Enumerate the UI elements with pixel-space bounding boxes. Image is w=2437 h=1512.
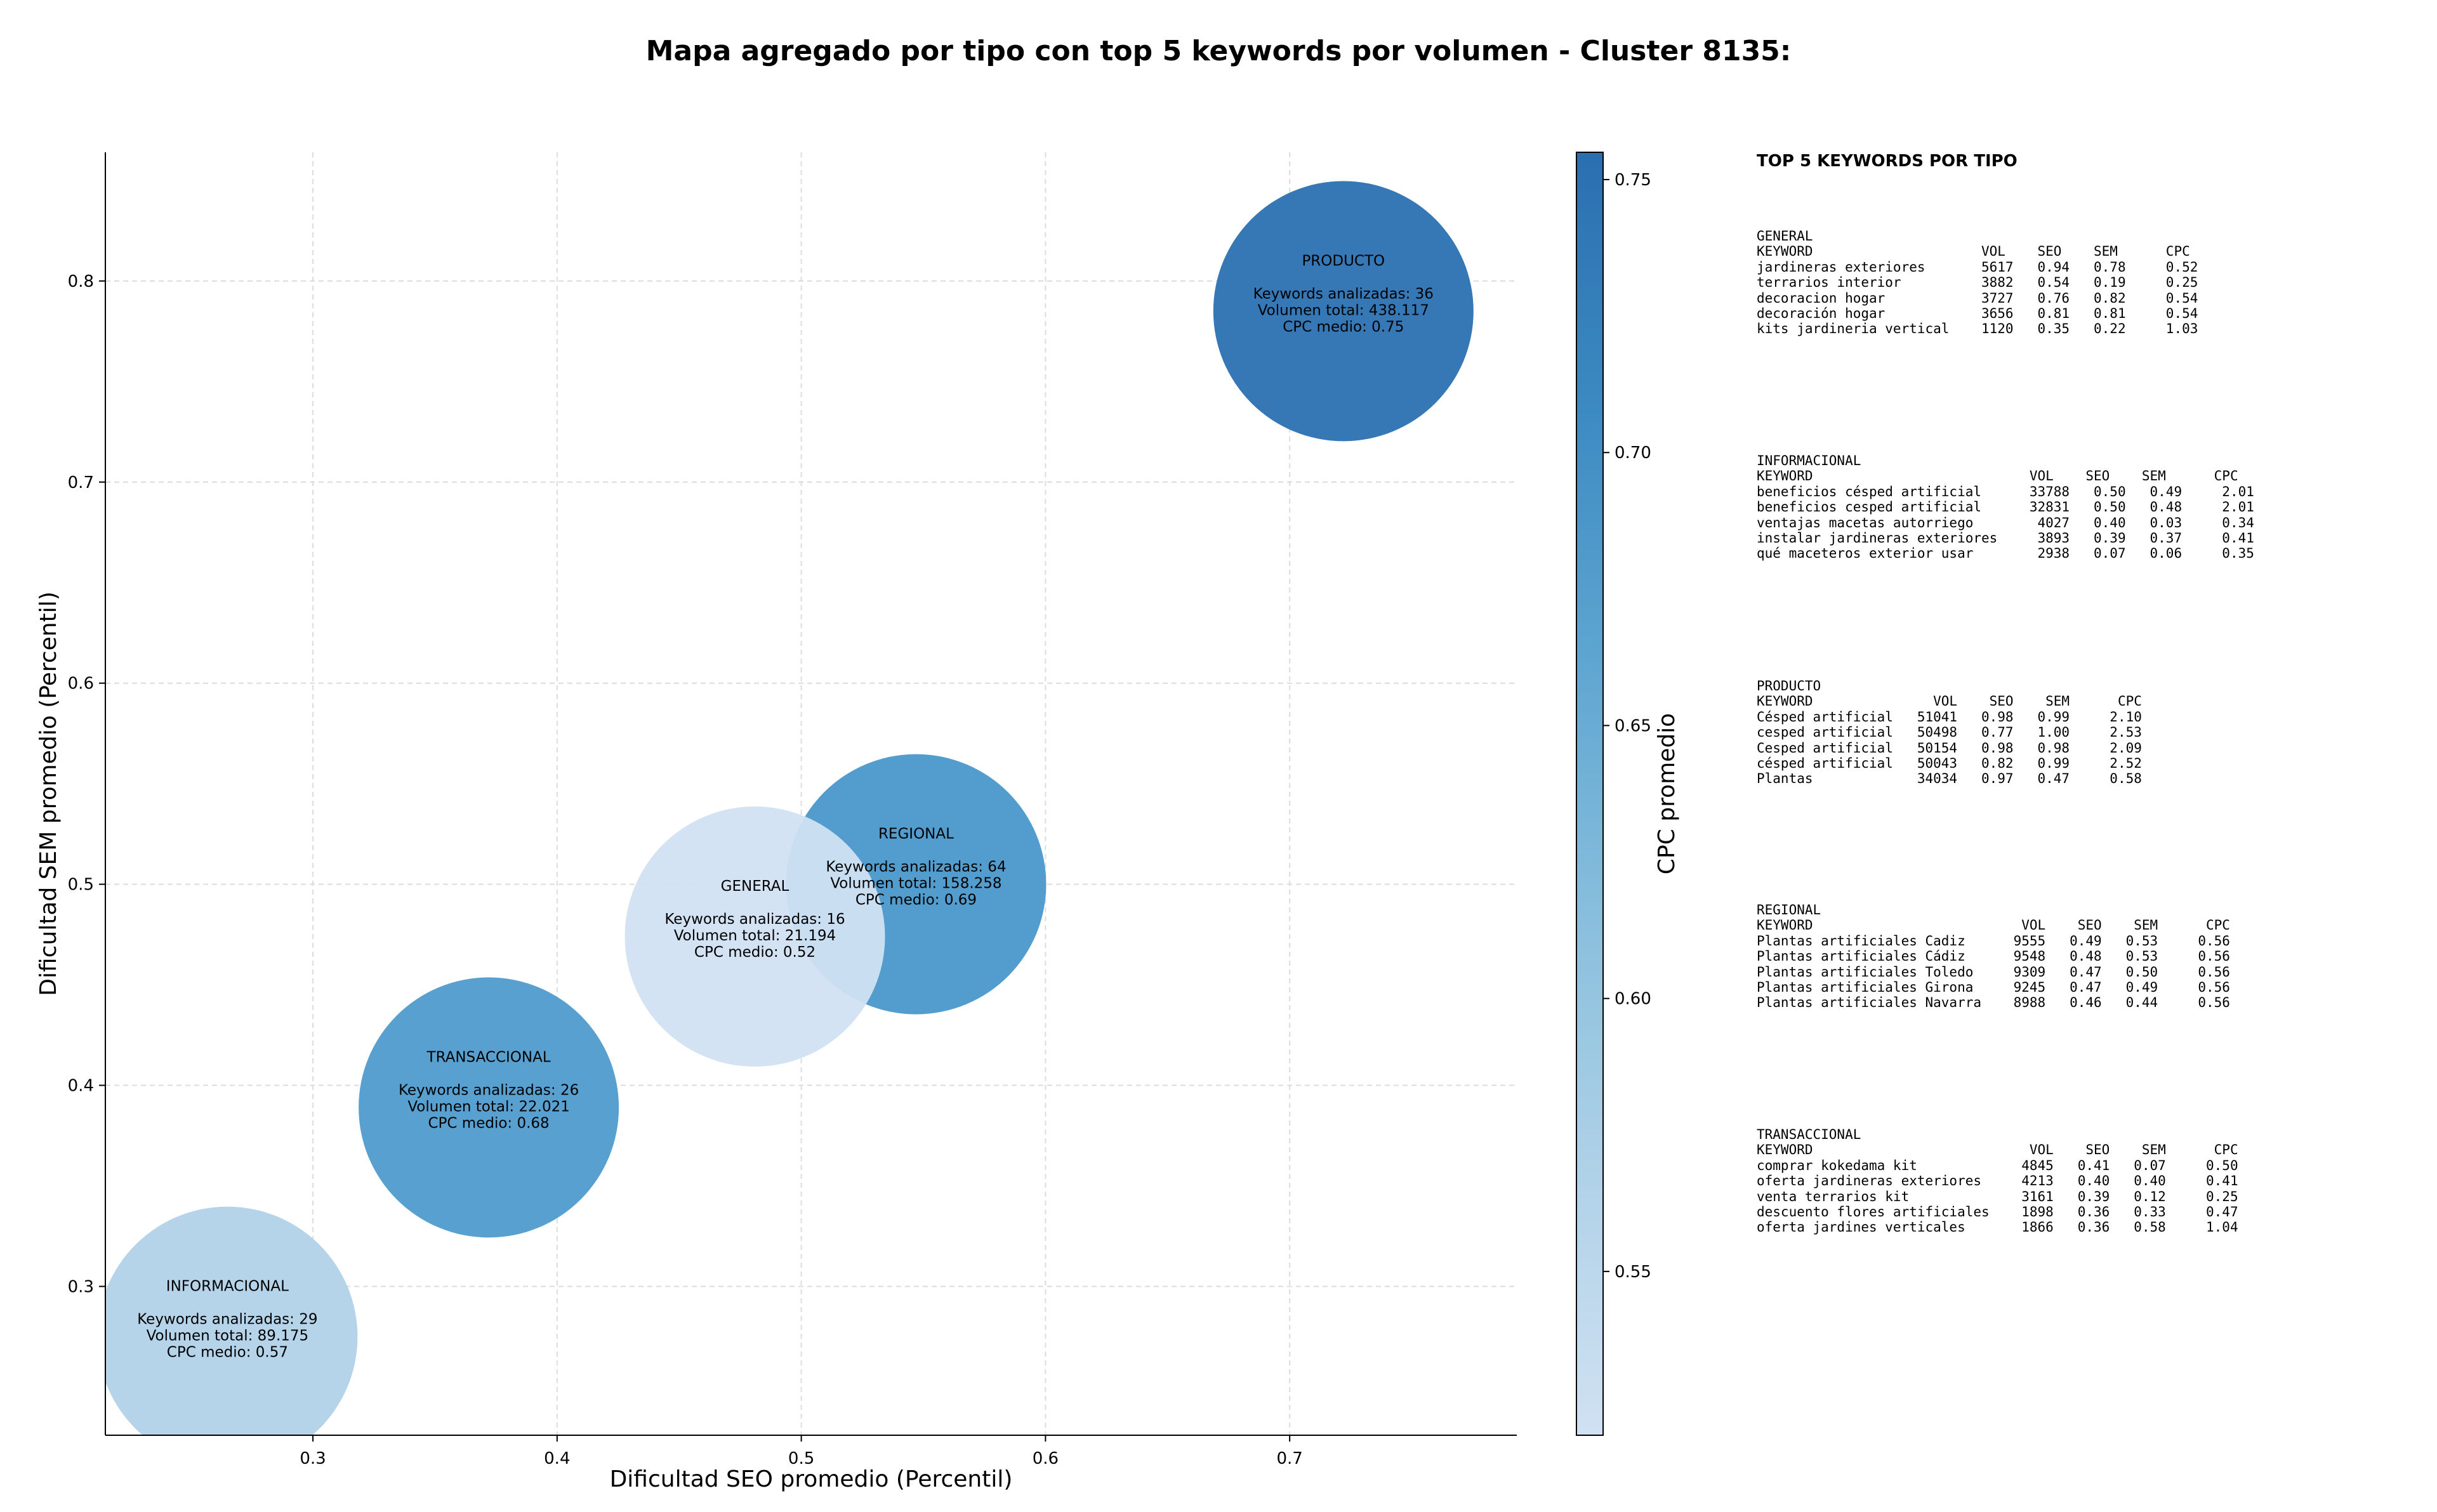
keyword-table-title: TRANSACCIONAL [1757, 1127, 1861, 1142]
keyword-table-title: GENERAL [1757, 228, 1813, 244]
keyword-table-row: terrarios interior 3882 0.54 0.19 0.25 [1757, 275, 2198, 291]
keyword-table-title: INFORMACIONAL [1757, 453, 1861, 468]
bubble-producto [1213, 181, 1474, 442]
bubble-transaccional-keywords: Keywords analizadas: 26 [399, 1082, 579, 1098]
keyword-table-row: qué maceteros exterior usar 2938 0.07 0.… [1757, 546, 2254, 562]
bubble-informacional-cpc-text: CPC medio: 0.57 [167, 1344, 288, 1361]
colorbar-tick-label: 0.65 [1615, 716, 1651, 735]
keyword-table-informacional: INFORMACIONAL KEYWORD VOL SEO SEM CPC bene… [1757, 453, 2254, 562]
bubble-producto-volume: Volumen total: 438.117 [1258, 302, 1429, 319]
keyword-table-producto: PRODUCTO KEYWORD VOL SEO SEM CPC Césped ar… [1757, 678, 2142, 787]
y-tick-label: 0.3 [68, 1277, 94, 1296]
top-keywords-heading: TOP 5 KEYWORDS POR TIPO [1757, 152, 2018, 171]
y-tick-label: 0.7 [68, 473, 94, 492]
keyword-table-header: KEYWORD VOL SEO SEM CPC [1757, 1142, 2238, 1158]
keyword-table-row: venta terrarios kit 3161 0.39 0.12 0.25 [1757, 1188, 2238, 1204]
keyword-table-row: Plantas artificiales Cádiz 9548 0.48 0.5… [1757, 949, 2230, 964]
bubble-regional-keywords: Keywords analizadas: 64 [826, 859, 1006, 876]
axes [99, 152, 1517, 1442]
bubble-general-label: GENERAL [721, 878, 789, 895]
bubble-layer [105, 181, 1474, 1435]
colorbar-ticks: 0.55 0.60 0.65 0.70 0.75 [1603, 171, 1651, 1282]
keyword-table-row: instalar jardineras exteriores 3893 0.39… [1757, 530, 2254, 546]
bubble-transaccional-cpc-text: CPC medio: 0.68 [428, 1115, 550, 1131]
top-keywords-panel: TOP 5 KEYWORDS POR TIPO GENERAL KEYWORD V… [1757, 150, 2423, 1235]
x-tick-label: 0.6 [1033, 1449, 1059, 1468]
colorbar-tick-label: 0.60 [1615, 990, 1651, 1009]
y-tick-label: 0.8 [68, 272, 94, 291]
keyword-table-regional: REGIONAL KEYWORD VOL SEO SEM CPC Plantas a… [1757, 902, 2230, 1011]
chart-title: Mapa agregado por tipo con top 5 keyword… [645, 35, 1792, 67]
keyword-table-row: césped artificial 50043 0.82 0.99 2.52 [1757, 756, 2142, 772]
keyword-table-row: kits jardineria vertical 1120 0.35 0.22 … [1757, 321, 2198, 337]
bubble-transaccional [359, 977, 619, 1238]
bubble-producto-keywords: Keywords analizadas: 36 [1253, 286, 1434, 302]
keyword-table-row: decoración hogar 3656 0.81 0.81 0.54 [1757, 306, 2198, 322]
colorbar-gradient [1576, 152, 1604, 1436]
y-tick-label: 0.5 [68, 876, 94, 895]
colorbar-label: CPC promedio [1654, 713, 1680, 874]
keyword-table-row: beneficios cesped artificial 32831 0.50 … [1757, 499, 2254, 515]
keyword-table-header: KEYWORD VOL SEO SEM CPC [1757, 244, 2190, 260]
keyword-table-row: Césped artificial 51041 0.98 0.99 2.10 [1757, 709, 2142, 725]
bubble-regional-volume: Volumen total: 158.258 [830, 876, 1001, 892]
keyword-table-header: KEYWORD VOL SEO SEM CPC [1757, 468, 2238, 484]
bubble-regional-cpc-text: CPC medio: 0.69 [855, 892, 977, 909]
keyword-table-row: Plantas artificiales Cadiz 9555 0.49 0.5… [1757, 933, 2230, 949]
colorbar: 0.55 0.60 0.65 0.70 0.75 CPC promedio [1576, 152, 1680, 1436]
keyword-table-title: PRODUCTO [1757, 678, 1821, 694]
keyword-table-row: Cesped artificial 50154 0.98 0.98 2.09 [1757, 740, 2142, 756]
keyword-table-row: Plantas artificiales Navarra 8988 0.46 0… [1757, 995, 2230, 1011]
keyword-table-row: Plantas 34034 0.97 0.47 0.58 [1757, 771, 2142, 787]
bubble-informacional-volume: Volumen total: 89.175 [147, 1328, 309, 1344]
y-tick-label: 0.4 [68, 1077, 94, 1096]
bubble-producto-cpc-text: CPC medio: 0.75 [1283, 319, 1404, 335]
colorbar-tick-label: 0.55 [1615, 1263, 1651, 1282]
colorbar-tick-label: 0.70 [1615, 444, 1651, 463]
keyword-table-header: KEYWORD VOL SEO SEM CPC [1757, 694, 2142, 709]
keyword-table-row: jardineras exteriores 5617 0.94 0.78 0.5… [1757, 259, 2198, 275]
keyword-table-row: oferta jardineras exteriores 4213 0.40 0… [1757, 1173, 2238, 1189]
y-axis-label: Dificultad SEM promedio (Percentil) [36, 591, 62, 996]
keyword-table-row: ventajas macetas autorriego 4027 0.40 0.… [1757, 515, 2254, 530]
bubble-general-volume: Volumen total: 21.194 [674, 928, 836, 944]
x-tick-label: 0.3 [300, 1449, 326, 1468]
x-axis-label: Dificultad SEO promedio (Percentil) [610, 1466, 1013, 1492]
bubble-general-cpc-text: CPC medio: 0.52 [694, 944, 816, 961]
bubble-informacional-label: INFORMACIONAL [166, 1279, 289, 1295]
tick-labels: 0.3 0.4 0.5 0.6 0.7 0.3 0.4 0.5 0.6 0.7 0.8 [68, 272, 1303, 1468]
keyword-table-row: comprar kokedama kit 4845 0.41 0.07 0.50 [1757, 1157, 2238, 1173]
keyword-table-transaccional: TRANSACCIONAL KEYWORD VOL SEO SEM CPC comp… [1757, 1127, 2238, 1235]
keyword-table-row: cesped artificial 50498 0.77 1.00 2.53 [1757, 725, 2142, 740]
keyword-table-row: decoracion hogar 3727 0.76 0.82 0.54 [1757, 290, 2198, 306]
keyword-table-title: REGIONAL [1757, 902, 1821, 917]
keyword-table-row: Plantas artificiales Toledo 9309 0.47 0.… [1757, 964, 2230, 980]
bubble-informacional [105, 1206, 358, 1435]
keyword-table-row: oferta jardines verticales 1866 0.36 0.5… [1757, 1219, 2238, 1235]
keyword-table-general: GENERAL KEYWORD VOL SEO SEM CPC jardineras… [1757, 228, 2198, 337]
bubble-producto-label: PRODUCTO [1302, 253, 1385, 269]
keyword-table-header: KEYWORD VOL SEO SEM CPC [1757, 917, 2230, 933]
x-tick-label: 0.7 [1276, 1449, 1302, 1468]
x-tick-label: 0.4 [544, 1449, 570, 1468]
bubble-regional-label: REGIONAL [878, 826, 954, 843]
x-tick-label: 0.5 [788, 1449, 814, 1468]
keyword-table-row: beneficios césped artificial 33788 0.50 … [1757, 483, 2254, 499]
bubble-transaccional-label: TRANSACCIONAL [426, 1049, 551, 1065]
colorbar-tick-label: 0.75 [1615, 171, 1651, 190]
bubble-general-keywords: Keywords analizadas: 16 [664, 911, 845, 928]
keyword-table-row: descuento flores artificiales 1898 0.36 … [1757, 1204, 2238, 1220]
bubble-transaccional-volume: Volumen total: 22.021 [407, 1098, 570, 1115]
keyword-table-row: Plantas artificiales Girona 9245 0.47 0.… [1757, 980, 2230, 996]
y-tick-label: 0.6 [68, 674, 94, 694]
bubble-general [624, 806, 885, 1067]
bubble-informacional-keywords: Keywords analizadas: 29 [137, 1311, 317, 1328]
